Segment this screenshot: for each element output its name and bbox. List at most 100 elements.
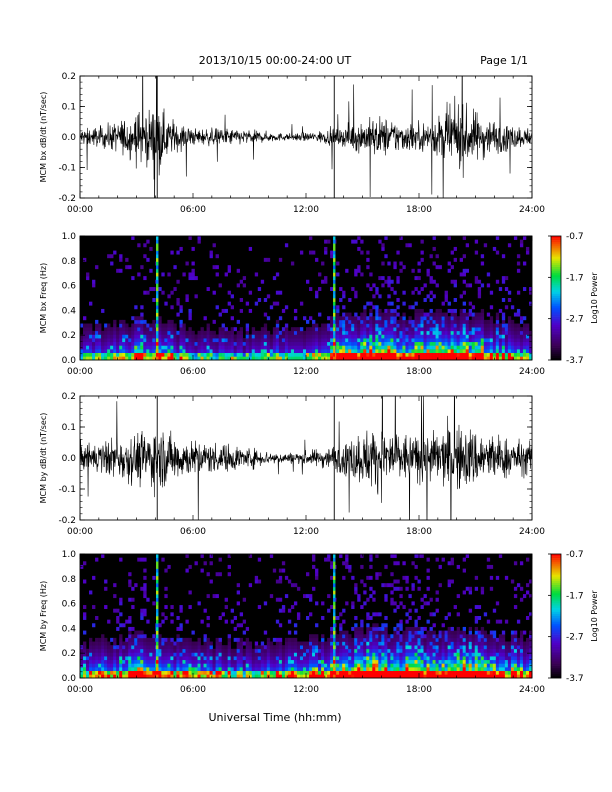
spectrogram-cell (312, 250, 316, 255)
spectrogram-cell (278, 257, 283, 262)
spectrogram-cell (444, 652, 448, 657)
spectrogram-cell (206, 623, 210, 628)
spectrogram-cell (95, 663, 99, 668)
spectrogram-cell (363, 352, 367, 357)
spectrogram-cell (462, 630, 466, 635)
spectrogram-cell (408, 356, 412, 361)
spectrogram-cell (248, 345, 253, 350)
spectrogram-cell (468, 301, 473, 306)
spectrogram-cell (468, 327, 473, 332)
spectrogram-cell (507, 667, 512, 672)
spectrogram-cell (212, 667, 216, 672)
colorbar-segment (551, 589, 561, 592)
spectrogram-cell (227, 301, 231, 306)
spectrogram-cell (269, 341, 274, 346)
spectrogram-cell (396, 298, 400, 302)
spectrogram-cell (363, 583, 367, 588)
spectrogram-cell (164, 352, 168, 357)
spectrogram-cell (203, 667, 207, 672)
spectrogram-cell (381, 634, 385, 639)
spectrogram-cell (327, 330, 331, 335)
spectrogram-cell (402, 334, 406, 339)
spectrogram-cell (266, 316, 271, 321)
spectrogram-cell (272, 276, 277, 281)
spectrogram-cell (498, 554, 503, 558)
spectrogram-cell (414, 623, 418, 628)
spectrogram-cell (483, 637, 488, 642)
spectrogram-cell (161, 641, 165, 646)
spectrogram-cell (501, 312, 506, 317)
spectrogram-cell (420, 626, 424, 631)
spectrogram-cell (143, 349, 147, 354)
spectrogram-cell (468, 659, 473, 664)
spectrogram-cell (489, 330, 494, 335)
spectrogram-cell (272, 670, 277, 675)
spectrogram-cell (221, 349, 225, 354)
spectrogram-cell (327, 645, 331, 650)
colorbar-segment (551, 329, 561, 332)
spectrogram-cell (167, 349, 171, 354)
spectrogram-cell (393, 308, 397, 313)
spectrogram-cell (522, 656, 527, 661)
spectrogram-cell (423, 667, 427, 672)
spectrogram-cell (233, 667, 237, 672)
spectrogram-cell (459, 674, 463, 679)
spectrogram-cell (266, 294, 271, 299)
spectrogram-cell (411, 330, 415, 335)
spectrogram-cell (128, 634, 132, 639)
spectrogram-cell (176, 659, 180, 664)
spectrogram-cell (212, 356, 216, 361)
spectrogram-cell (302, 656, 307, 661)
spectrogram-cell (194, 345, 198, 350)
spectrogram-cell (492, 246, 497, 251)
spectrogram-cell (486, 656, 491, 661)
spectrogram-cell (215, 659, 219, 664)
spectrogram-cell (405, 656, 409, 661)
spectrogram-cell (134, 652, 138, 657)
spectrogram-cell (507, 330, 512, 335)
spectrogram-cell (306, 594, 310, 599)
spectrogram-cell (315, 568, 319, 573)
spectrogram-cell (230, 330, 234, 335)
spectrogram-cell (390, 341, 394, 346)
spectrogram-cell (248, 246, 253, 251)
spectrogram-cell (89, 652, 93, 657)
spectrogram-cell (179, 319, 183, 324)
spectrogram-cell (351, 316, 355, 321)
spectrogram-cell (200, 667, 204, 672)
spectrogram-cell (447, 349, 451, 354)
spectrogram-cell (420, 674, 424, 679)
spectrogram-cell (179, 656, 183, 661)
colorbar-segment (551, 616, 561, 619)
spectrogram-cell (182, 652, 186, 657)
spectrogram-cell (309, 652, 313, 657)
spectrogram-cell (411, 634, 415, 639)
spectrogram-cell (227, 265, 231, 270)
spectrogram-cell (426, 630, 430, 635)
colorbar-segment (551, 611, 561, 615)
spectrogram-cell (384, 345, 388, 350)
spectrogram-cell (375, 648, 379, 653)
spectrogram-cell (411, 341, 415, 346)
spectrogram-cell (146, 637, 150, 642)
spectrogram-cell (239, 298, 244, 302)
spectrogram-cell (263, 327, 268, 332)
spectrogram-cell (399, 674, 403, 679)
spectrogram-cell (179, 605, 183, 610)
colorbar-segment (551, 351, 561, 355)
spectrogram-cell (290, 583, 295, 588)
spectrogram-cell (146, 349, 150, 354)
spectrogram-cell (309, 594, 313, 599)
spectrogram-cell (336, 663, 340, 668)
spectrogram-cell (324, 334, 328, 339)
spectrogram-cell (140, 557, 144, 562)
spectrogram-cell (432, 323, 436, 328)
spectrogram-cell (324, 645, 328, 650)
spectrogram-cell (215, 572, 219, 577)
spectrogram-cell (194, 356, 198, 361)
spectrogram-cell (498, 637, 503, 642)
spectrogram-cell (200, 568, 204, 573)
spectrogram-cell (296, 327, 301, 332)
spectrogram-cell (179, 305, 183, 310)
spectrogram-cell (330, 287, 334, 292)
